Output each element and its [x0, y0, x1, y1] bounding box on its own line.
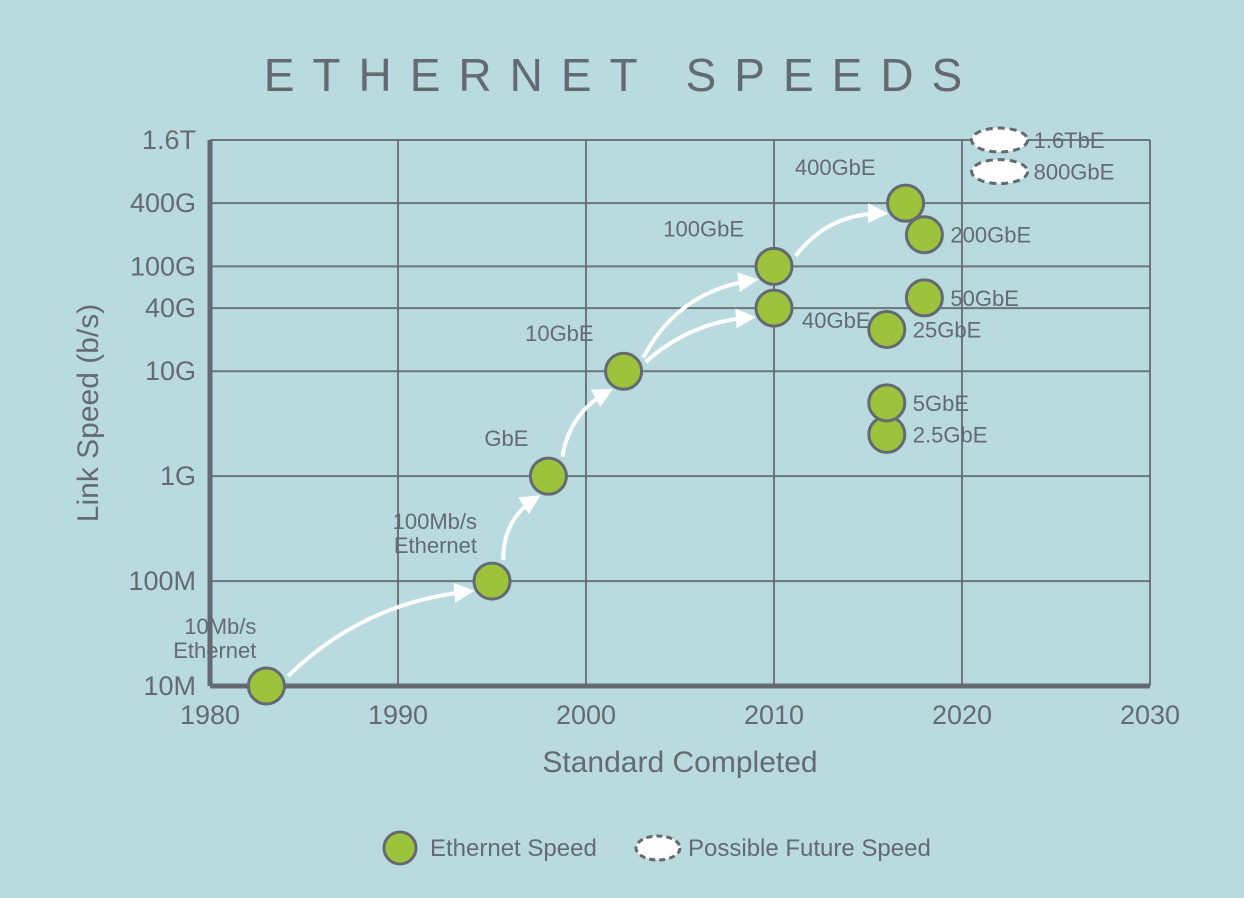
point-400g [888, 185, 924, 221]
point-label-1_6t: 1.6TbE [1034, 128, 1105, 153]
point-label-5g: 5GbE [913, 391, 969, 416]
svg-text:2020: 2020 [932, 700, 992, 730]
svg-text:100M: 100M [128, 566, 196, 596]
legend-label-future: Possible Future Speed [688, 835, 931, 862]
svg-text:1980: 1980 [180, 700, 240, 730]
point-100m [474, 563, 510, 599]
point-40g [756, 290, 792, 326]
legend-marker-future [636, 836, 680, 860]
point-label-400g: 400GbE [795, 155, 876, 180]
svg-text:10M: 10M [143, 671, 196, 701]
svg-text:1990: 1990 [368, 700, 428, 730]
svg-text:2030: 2030 [1120, 700, 1180, 730]
point-label-2_5g: 2.5GbE [913, 422, 988, 447]
point-label-800g: 800GbE [1034, 160, 1115, 185]
legend-label-speed: Ethernet Speed [430, 835, 597, 862]
svg-text:10G: 10G [145, 356, 196, 386]
svg-text:2010: 2010 [744, 700, 804, 730]
svg-text:100G: 100G [130, 251, 196, 281]
legend: Ethernet Speed Possible Future Speed [384, 832, 931, 864]
point-1g [530, 458, 566, 494]
point-100g [756, 248, 792, 284]
ethernet-speed-chart: 1980 1990 2000 2010 2020 2030 10M 100M 1G 10G 40G 1… [0, 0, 1244, 898]
point-label-200g: 200GbE [950, 223, 1031, 248]
point-label-100m: Ethernet [394, 533, 477, 558]
y-axis-title: Link Speed (b/s) [72, 304, 105, 522]
point-5g [869, 385, 905, 421]
x-axis-title: Standard Completed [542, 746, 817, 779]
future-point-800g [972, 160, 1028, 184]
point-label-10g: 10GbE [525, 321, 594, 346]
point-50g [906, 280, 942, 316]
svg-text:400G: 400G [130, 188, 196, 218]
svg-text:1.6T: 1.6T [142, 125, 196, 155]
x-axis-ticks: 1980 1990 2000 2010 2020 2030 [180, 700, 1180, 730]
point-label-50g: 50GbE [950, 286, 1019, 311]
future-point-1_6t [972, 128, 1028, 152]
svg-text:2000: 2000 [556, 700, 616, 730]
point-10m [248, 668, 284, 704]
point-label-40g: 40GbE [802, 308, 871, 333]
svg-text:1G: 1G [160, 461, 196, 491]
data-points: 10Mb/sEthernet100Mb/sEthernetGbE10GbE40G… [173, 128, 1114, 704]
point-label-10m: Ethernet [173, 638, 256, 663]
svg-text:40G: 40G [145, 293, 196, 323]
legend-marker-speed [384, 832, 416, 864]
point-label-1g: GbE [484, 426, 528, 451]
point-label-100g: 100GbE [663, 216, 744, 241]
chart-title: ETHERNET SPEEDS [0, 48, 1244, 102]
point-200g [906, 217, 942, 253]
point-10g [606, 353, 642, 389]
point-label-10m: 10Mb/s [184, 614, 256, 639]
point-label-25g: 25GbE [913, 317, 982, 342]
point-label-100m: 100Mb/s [393, 509, 477, 534]
point-25g [869, 311, 905, 347]
